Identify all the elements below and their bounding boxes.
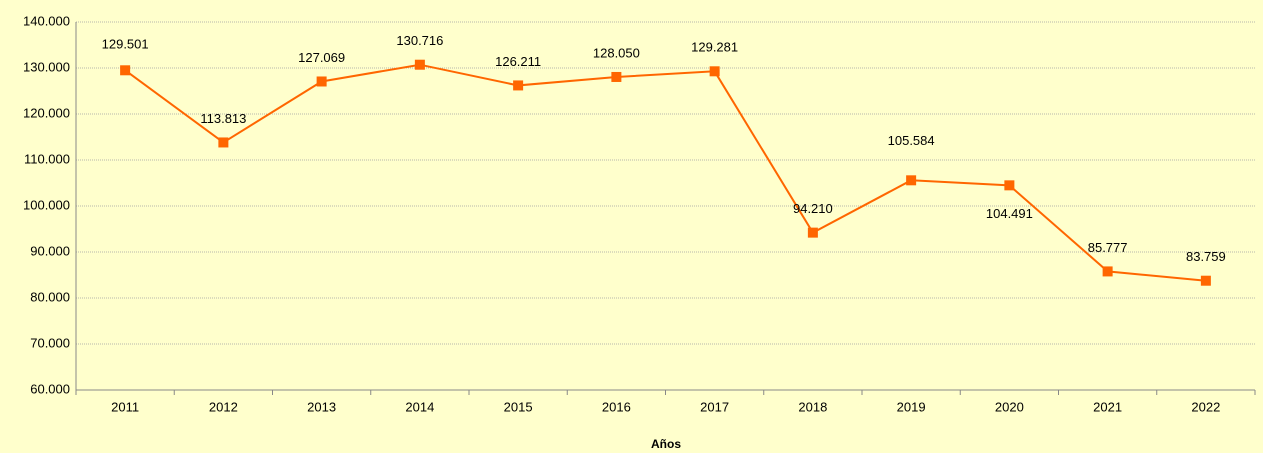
line xyxy=(124,63,1206,282)
x-tick-label: 2017 xyxy=(700,399,729,414)
data-label: 94.210 xyxy=(793,201,833,216)
data-label: 129.281 xyxy=(691,40,738,55)
marker xyxy=(1102,266,1113,277)
x-tick-label: 2016 xyxy=(602,399,631,414)
x-tick-label: 2014 xyxy=(405,399,434,414)
y-tick-label: 60.000 xyxy=(30,381,70,396)
x-tick-label: 2012 xyxy=(209,399,238,414)
y-tick-label: 110.000 xyxy=(24,151,70,166)
data-label: 113.813 xyxy=(200,111,246,126)
data-label: 104.491 xyxy=(986,206,1033,221)
marker xyxy=(316,76,327,87)
x-tick-label: 2019 xyxy=(897,399,926,414)
x-tick-label: 2022 xyxy=(1191,399,1220,414)
marker xyxy=(807,227,818,238)
marker xyxy=(513,80,524,91)
y-tick-label: 140.000 xyxy=(23,13,70,28)
y-tick-label: 120.000 xyxy=(23,105,70,120)
data-label: 128.050 xyxy=(593,45,640,60)
data-label: 127.069 xyxy=(298,50,345,65)
marker xyxy=(611,71,622,82)
marker xyxy=(120,65,131,76)
y-tick-label: 100.000 xyxy=(23,197,70,212)
x-tick-label: 2018 xyxy=(798,399,827,414)
marker xyxy=(709,66,720,77)
marker xyxy=(906,175,917,186)
x-tick-label: 2013 xyxy=(307,399,336,414)
data-label: 129.501 xyxy=(102,37,149,52)
data-label: 126.211 xyxy=(495,54,541,69)
marker xyxy=(414,59,425,70)
data-label: 83.759 xyxy=(1186,249,1226,264)
marker xyxy=(1200,275,1211,286)
marker xyxy=(1004,180,1015,191)
y-tick-label: 80.000 xyxy=(30,289,70,304)
x-tick-label: 2020 xyxy=(995,399,1024,414)
x-axis-title: Años xyxy=(651,437,681,451)
x-tick-label: 2011 xyxy=(111,399,139,414)
x-tick-label: 2021 xyxy=(1093,399,1122,414)
x-tick-label: 2015 xyxy=(504,399,533,414)
marker xyxy=(218,137,229,148)
data-label: 85.777 xyxy=(1088,240,1128,255)
y-tick-label: 130.000 xyxy=(23,59,70,74)
y-tick-label: 90.000 xyxy=(30,243,70,258)
data-label: 105.584 xyxy=(888,133,935,148)
y-tick-label: 70.000 xyxy=(30,335,70,350)
data-label: 130.716 xyxy=(396,33,443,48)
